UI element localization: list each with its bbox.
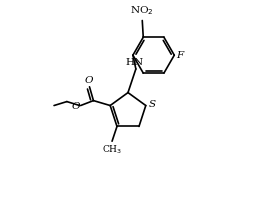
Text: S: S bbox=[149, 100, 156, 109]
Text: F: F bbox=[177, 51, 184, 60]
Text: CH$_3$: CH$_3$ bbox=[102, 143, 122, 156]
Text: O: O bbox=[71, 102, 80, 111]
Text: O: O bbox=[84, 76, 93, 85]
Text: NO$_2$: NO$_2$ bbox=[130, 4, 154, 17]
Text: HN: HN bbox=[126, 58, 144, 67]
